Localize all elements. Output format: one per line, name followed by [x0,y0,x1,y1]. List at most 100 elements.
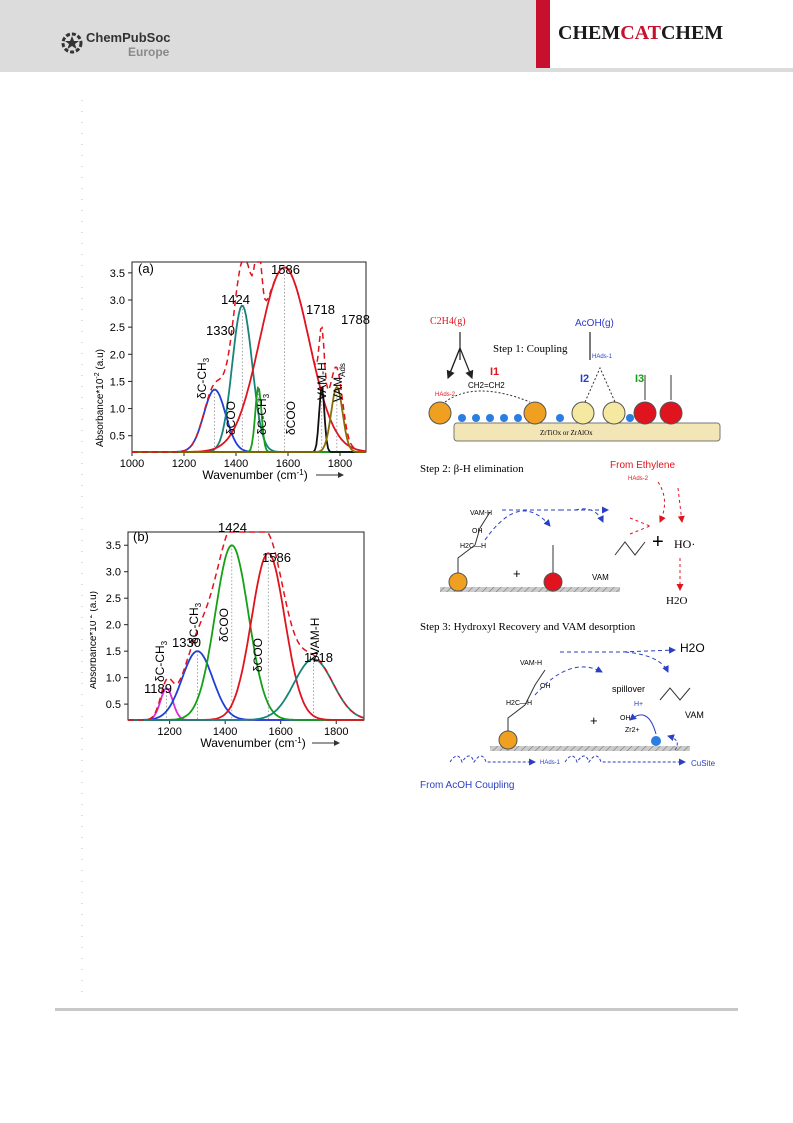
peak-label-1788: 1788 [341,312,370,327]
band-label-vamads-a: VAMAds [331,363,347,402]
from-ethylene-label: From Ethylene [610,460,675,471]
panel-b-ylabel: Absorbance*10-2 (a.u) [90,591,99,689]
plot-a-xtick-label-2: 1400 [224,458,248,470]
panel-a-label: (a) [138,261,154,276]
peak-label-1586: 1586 [271,262,300,277]
plot-a-xtick-label-1: 1200 [172,458,196,470]
plot-a-measured-envelope [132,261,367,453]
step2-title: Step 2: β-H elimination [420,463,524,475]
plot-a-series-5 [132,385,366,453]
vam-h-label-step2: VAM-H [470,510,492,517]
logo-line1: ChemPubSoc [86,30,171,45]
hads2-label-step2: HAds-2 [628,476,649,482]
band-label-dcoo-a1: δCOO [224,401,238,435]
i1-label: I1 [490,366,499,378]
plot-b-xtick-label-1: 1400 [213,726,237,738]
step1-coupling: C2H4(g) AcOH(g) Step 1: Coupling HAds-2 … [428,316,721,442]
panel-b-label: (b) [133,529,149,544]
plot-a-frame [131,261,367,453]
peak-label-1330: 1330 [206,323,235,338]
panel-a-xlabel: Wavenumber (cm-1) [202,468,307,482]
plot-b-xtick-label-2: 1600 [268,726,292,738]
acoh-label: AcOH(g) [575,318,614,329]
h2o-label-step2: H2O [666,595,687,607]
oh-label-step3: OH [540,683,551,690]
vam-h-label-step3: VAM-H [520,660,542,667]
h2o-label-step3: H2O [680,641,705,655]
band-label-dcch3-b1: δC-CH3 [153,640,169,682]
reaction-mechanism-scheme: C2H4(g) AcOH(g) Step 1: Coupling HAds-2 … [420,316,721,791]
panel-a-ylabel: Absorbance*10-2 (a.u) [94,349,106,447]
band-label-dcch3-b2: δC-CH3 [187,602,203,644]
from-acoh-label: From AcOH Coupling [420,780,514,791]
peak-label-1189: 1189 [144,681,172,696]
blue-sites-step1 [458,414,634,422]
hads2-label-step1: HAds-2 [435,392,456,398]
panel-a-ylabel-main: Absorbance*10 [95,378,106,447]
plot-b-ytick-label-5: 3.0 [106,567,121,579]
plot-b-area: 1200 1400 1600 1800 0.5 1.0 1.5 2.0 2.5 3.0 3.5 [106,531,365,738]
peak-label-1424: 1424 [218,520,247,535]
band-label-dvamh-b: δVAM-H [308,618,322,662]
step3-hydroxyl-recovery: Step 3: Hydroxyl Recovery and VAM desorp… [420,621,716,791]
logo-line2: Europe [128,45,170,59]
plot-b-ytick-label-4: 2.5 [106,593,121,605]
plot-a-xtick-label-4: 1800 [328,458,352,470]
ir-spectrum-panel-a: 1000 1200 1400 1600 1800 0.5 1.0 1.5 2.0 2.5 3.0 3.… [94,261,370,482]
peak-label-1718: 1718 [304,650,333,665]
plot-b-ytick-label-2: 1.5 [106,646,121,658]
h2c-h-label-step3: H2C—H [506,700,532,707]
panel-a-xlabel-arrow [316,472,344,478]
star-circle-icon [61,32,83,54]
panel-b-xlabel-arrow [312,740,340,746]
plot-a-ytick-label-2: 1.5 [110,376,125,388]
plot-a-ytick-label-5: 3.0 [110,295,125,307]
support-label: ZrTiOx or ZrAlOx [540,429,593,437]
plot-b-ytick-label-3: 2.0 [106,620,121,632]
i2-label: I2 [580,373,589,385]
vam-label-step3: VAM [685,710,704,720]
band-label-vamh-a: VAM-H [315,362,329,400]
band-label-dcoo-b1: δCOO [217,608,231,642]
panel-b-peak-labels: 1189 1330 1424 1586 1718 [144,520,333,696]
footer-divider [55,1008,738,1011]
plot-a-ytick-label-3: 2.0 [110,349,125,361]
h-plus-label: H+ [634,701,643,708]
c2h4-label: C2H4(g) [430,316,466,327]
panel-a-peak-labels: 1330 1424 1586 1718 1788 [206,262,370,338]
plot-b-measured-envelope [128,531,365,721]
chempubsoc-logo: ChemPubSoc Europe [61,30,171,59]
pd-particles-step1 [428,401,683,425]
peak-label-1586: 1586 [262,550,291,565]
margin-dot-guide [81,100,83,1000]
i3-label: I3 [635,373,644,385]
step2-beta-h-elimination: Step 2: β-H elimination From Ethylene HA… [420,460,695,607]
plot-a-ytick-label-1: 1.0 [110,404,125,416]
step1-title: Step 1: Coupling [493,343,568,355]
ch2ch2-label: CH2=CH2 [468,381,505,390]
hads1-label-step3: HAds-1 [540,760,561,766]
plot-b-ytick-label-0: 0.5 [106,699,121,711]
plus-sign-step2: + [513,566,521,581]
oh-label-step2: OH [472,528,483,535]
cu-site-label: CuSite [691,759,716,768]
chemcatchem-logo: CHEMCATCHEM [536,0,793,68]
peak-label-1718: 1718 [306,302,335,317]
oh-label-zr: OH [620,715,631,722]
spillover-label: spillover [612,684,645,694]
journal-title: CHEMCATCHEM [558,22,723,44]
plot-b-ytick-label-1: 1.0 [106,673,121,685]
step3-title: Step 3: Hydroxyl Recovery and VAM desorp… [420,621,636,633]
plot-b-ytick-label-6: 3.5 [106,540,121,552]
ho-radical-label: HO· [674,537,695,551]
plus-sign-step3: + [590,713,598,728]
page-header-band: ChemPubSoc Europe CHEMCATCHEM [0,0,793,72]
peak-label-1424: 1424 [221,292,250,307]
plot-a-area: 1000 1200 1400 1600 1800 0.5 1.0 1.5 2.0 2.5 3.0 3.… [110,261,367,470]
plot-a-ytick-label-0: 0.5 [110,431,125,443]
plot-a-xtick-label-0: 1000 [120,458,144,470]
plot-b-xtick-label-0: 1200 [157,726,181,738]
band-label-dcoo-a2: δCOO [284,401,298,435]
peak-label-1330: 1330 [172,635,201,650]
band-label-dcoo-b2: δCOO [251,638,265,672]
